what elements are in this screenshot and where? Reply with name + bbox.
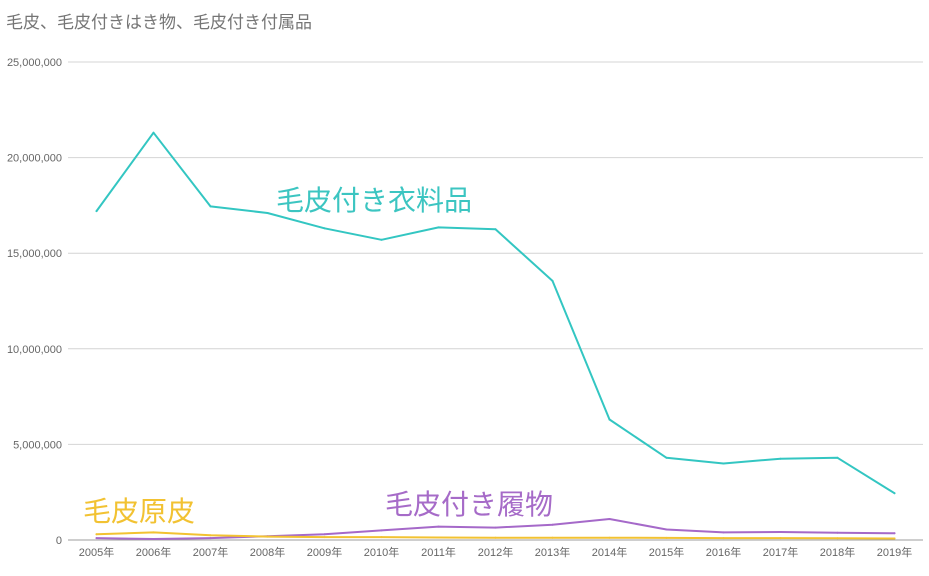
- data-point: [323, 533, 326, 536]
- data-point: [722, 462, 725, 465]
- data-point: [380, 238, 383, 241]
- data-point: [722, 537, 725, 540]
- data-point: [722, 531, 725, 534]
- data-point: [893, 492, 896, 495]
- x-tick-label: 2016年: [706, 545, 741, 559]
- data-point: [665, 536, 668, 539]
- y-tick-label: 20,000,000: [7, 153, 62, 165]
- data-point: [779, 457, 782, 460]
- x-tick-label: 2015年: [649, 545, 684, 559]
- data-point: [323, 227, 326, 230]
- data-point: [836, 456, 839, 459]
- data-point: [608, 536, 611, 539]
- data-point: [779, 537, 782, 540]
- x-tick-label: 2006年: [136, 545, 171, 559]
- data-point: [551, 536, 554, 539]
- data-point: [266, 212, 269, 214]
- data-point: [893, 532, 896, 535]
- data-point: [551, 279, 554, 282]
- data-point: [152, 131, 155, 134]
- x-tick-label: 2010年: [364, 545, 399, 559]
- data-point: [779, 531, 782, 533]
- x-tick-label: 2014年: [592, 545, 627, 559]
- data-point: [551, 523, 554, 526]
- x-tick-label: 2007年: [193, 545, 228, 559]
- data-point: [95, 533, 98, 536]
- series-line: [95, 131, 896, 495]
- data-point: [380, 536, 383, 539]
- x-tick-label: 2018年: [820, 545, 855, 559]
- data-point: [95, 537, 98, 540]
- data-point: [665, 528, 668, 531]
- x-tick-label: 2011年: [421, 545, 456, 559]
- data-point: [323, 536, 326, 539]
- data-point: [380, 529, 383, 532]
- data-point: [152, 531, 155, 534]
- data-point: [608, 418, 611, 421]
- data-point: [437, 226, 440, 229]
- data-point: [494, 526, 497, 529]
- data-point: [209, 205, 212, 208]
- y-tick-label: 15,000,000: [7, 248, 62, 260]
- data-point: [437, 525, 440, 528]
- x-tick-label: 2013年: [535, 545, 570, 559]
- data-point: [494, 228, 497, 231]
- data-point: [437, 536, 440, 539]
- data-point: [209, 534, 212, 537]
- data-point: [266, 535, 269, 538]
- y-tick-label: 25,000,000: [7, 57, 62, 69]
- data-point: [665, 456, 668, 459]
- data-point: [836, 537, 839, 540]
- data-point: [494, 536, 497, 539]
- x-tick-label: 2017年: [763, 545, 798, 559]
- y-tick-label: 0: [56, 535, 62, 547]
- data-point: [209, 537, 212, 540]
- series-label-fur-clothing: 毛皮付き衣料品: [276, 184, 473, 217]
- x-tick-label: 2019年: [877, 545, 912, 559]
- chart-title: 毛皮、毛皮付きはき物、毛皮付き付属品: [6, 13, 312, 33]
- x-tick-label: 2005年: [79, 545, 114, 559]
- data-point: [152, 538, 155, 540]
- x-tick-label: 2008年: [250, 545, 285, 559]
- series-label-fur-footwear: 毛皮付き履物: [385, 488, 554, 521]
- x-tick-label: 2009年: [307, 545, 342, 559]
- data-point: [95, 210, 98, 213]
- series-label-raw-fur: 毛皮原皮: [83, 495, 196, 528]
- data-point: [836, 531, 839, 534]
- x-tick-label: 2012年: [478, 545, 513, 559]
- y-tick-label: 5,000,000: [13, 439, 62, 451]
- data-point: [608, 518, 611, 520]
- data-point: [893, 537, 896, 540]
- y-tick-label: 10,000,000: [7, 344, 62, 356]
